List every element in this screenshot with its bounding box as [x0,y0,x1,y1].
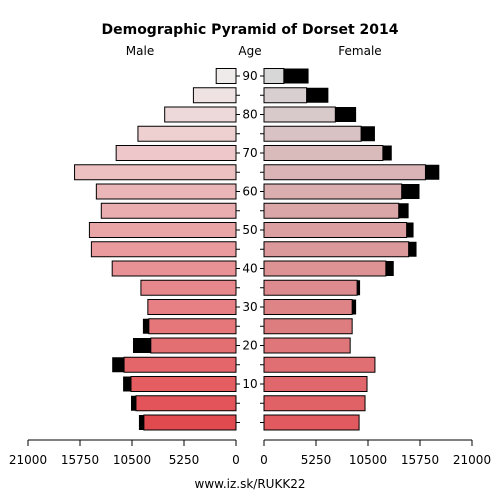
female-bar [263,279,358,296]
x-axis-female: 0 5250 10500 15750 21000 [260,439,491,467]
female-bar [263,202,400,219]
female-bar [263,183,403,200]
female-bar [263,164,426,181]
x-tick-label-right: 10500 [349,453,387,467]
female-bar [263,125,362,142]
x-tick-label-right: 5250 [301,453,332,467]
age-tick-label: 50 [242,223,257,237]
male-bar [74,164,237,181]
male-bar [215,68,237,84]
male-bar [192,87,237,104]
x-tick-label-left: 10500 [113,453,151,467]
female-bar [263,414,360,431]
male-bar [137,125,237,142]
age-tick-label: 10 [242,377,257,391]
male-bars [74,68,237,431]
age-axis: 10 20 30 40 50 60 70 80 90 [236,69,264,423]
age-tick-label: 60 [242,185,257,199]
female-bar [263,318,353,335]
female-bar [263,337,351,354]
age-tick-label: 80 [242,108,257,122]
female-bar [263,299,353,315]
age-tick-label: 70 [242,146,257,160]
female-label: Female [338,44,381,58]
x-tick-label-right: 21000 [453,453,491,467]
age-tick-label: 90 [242,69,257,83]
female-bar [263,68,285,84]
female-bar [263,145,384,161]
male-bar [115,145,237,161]
female-bar [263,241,410,258]
male-bar [123,356,237,373]
age-tick-label: 30 [242,300,257,314]
male-bar [148,318,237,335]
female-bar [263,106,336,123]
footer-text: www.iz.sk/RUKK22 [195,477,306,491]
male-bar [143,414,237,431]
age-tick-label: 40 [242,262,257,276]
female-bars [263,68,440,431]
male-bar [100,202,237,219]
x-tick-label-left: 5250 [169,453,200,467]
male-bar [150,337,237,354]
male-bar [88,222,237,238]
female-bar [263,395,366,412]
male-bar [95,183,237,200]
male-bar [147,299,237,315]
female-bar [263,356,376,373]
male-bar [135,395,237,412]
male-bar [164,106,237,123]
age-label: Age [238,44,261,58]
x-tick-label-right: 15750 [401,453,439,467]
male-bar [130,376,237,392]
male-bar [140,279,237,296]
x-tick-label-left: 15750 [61,453,99,467]
female-bar [263,260,387,277]
male-bar [111,260,237,277]
chart-title: Demographic Pyramid of Dorset 2014 [101,22,398,38]
male-bar [90,241,237,258]
female-bar [263,376,368,392]
age-tick-label: 20 [242,339,257,353]
x-axis-male: 21000 15750 10500 5250 0 [9,439,240,467]
male-label: Male [126,44,154,58]
x-tick-label-left: 21000 [9,453,47,467]
x-tick-label-left: 0 [232,453,240,467]
x-tick-label-right: 0 [260,453,268,467]
female-bar [263,87,308,104]
female-bar [263,222,408,238]
